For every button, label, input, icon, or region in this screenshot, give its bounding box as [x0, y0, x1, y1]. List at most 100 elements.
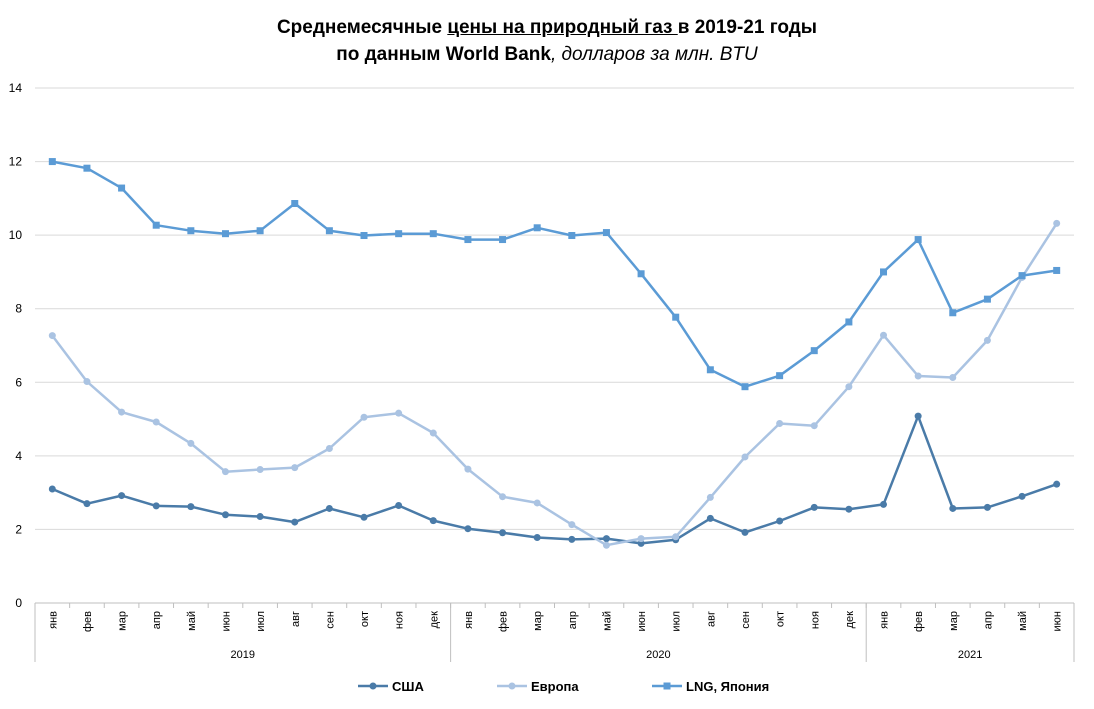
chart-title-line1: Среднемесячные цены на природный газ в 2… [276, 17, 818, 38]
x-category-label: май [186, 611, 198, 631]
series-line [52, 160, 1057, 388]
data-point [187, 503, 195, 511]
x-category-label: фев [913, 611, 925, 632]
data-point [1053, 219, 1061, 227]
x-category-label: янв [47, 611, 59, 629]
x-category-label: фев [82, 611, 94, 632]
data-point [360, 513, 368, 521]
data-point [48, 332, 56, 340]
data-point [291, 464, 299, 472]
data-point [360, 232, 368, 240]
x-category-label: июн [1052, 611, 1064, 631]
legend-label: Европа [531, 679, 579, 694]
data-point [983, 295, 991, 303]
data-point [360, 413, 368, 421]
year-label: 2020 [646, 649, 670, 661]
data-point [256, 227, 264, 235]
data-point [291, 200, 299, 208]
x-axis: янв фев мар апр май июн июл авг сен окт ноя дек янв ф… [34, 602, 1075, 662]
x-category-label: авг [290, 611, 302, 627]
data-point [83, 500, 91, 508]
data-point [602, 541, 610, 549]
data-point [983, 503, 991, 511]
data-point [499, 236, 507, 244]
data-point [464, 525, 472, 533]
y-tick-label: 6 [15, 375, 22, 389]
data-point [568, 521, 576, 529]
x-category-label: сен [324, 611, 336, 629]
data-point [845, 318, 853, 326]
x-category-label: янв [463, 611, 475, 629]
data-point [776, 419, 784, 427]
y-tick-label: 4 [15, 449, 22, 463]
data-point [706, 493, 714, 501]
x-category-label: июн [220, 611, 232, 631]
data-point [118, 408, 126, 416]
x-category-label: окт [359, 611, 371, 627]
data-point [464, 236, 472, 244]
data-point [256, 513, 264, 521]
y-tick-label: 12 [9, 155, 23, 169]
data-point [637, 539, 645, 547]
y-tick-label: 0 [15, 596, 22, 610]
legend-label: LNG, Япония [686, 679, 769, 694]
data-point [464, 465, 472, 473]
data-point [533, 499, 541, 507]
x-category-label: мар [117, 611, 129, 631]
legend-marker [663, 682, 671, 690]
data-point [325, 445, 333, 452]
data-point [880, 268, 888, 276]
data-point [48, 485, 56, 493]
x-category-label: ноя [394, 611, 406, 629]
data-point [187, 439, 195, 447]
y-axis: 0 2 4 6 8 10 12 14 [9, 81, 23, 610]
data-point [325, 227, 333, 235]
x-category-label: июл [671, 611, 683, 632]
x-category-label: апр [151, 611, 163, 629]
data-point [880, 500, 888, 508]
data-point [395, 230, 403, 238]
data-point [533, 224, 541, 232]
chart-title-line2: по данным World Bank, долларов за млн. B… [336, 44, 758, 65]
data-point [949, 374, 957, 382]
data-point [533, 534, 541, 542]
gridlines [35, 87, 1074, 530]
data-point [949, 309, 957, 317]
series-1 [48, 219, 1061, 549]
x-category-label: ноя [809, 611, 821, 629]
data-point [914, 372, 922, 380]
data-point [741, 453, 749, 461]
data-point [152, 221, 160, 229]
data-point [949, 504, 957, 512]
data-point [325, 504, 333, 512]
data-point [83, 378, 91, 386]
data-point [741, 383, 749, 391]
data-point [672, 313, 680, 321]
data-point [221, 511, 229, 519]
x-category-label: янв [879, 611, 891, 629]
data-point [672, 533, 680, 541]
data-point [1053, 480, 1061, 488]
data-point [706, 366, 714, 374]
legend-entry: Европа [497, 679, 579, 694]
data-point [395, 409, 403, 417]
series-line [51, 222, 1058, 547]
y-tick-label: 10 [9, 228, 23, 242]
data-point [1018, 272, 1026, 280]
data-point [706, 514, 714, 522]
data-point [499, 529, 507, 537]
x-category-label: июл [255, 611, 267, 632]
x-category-label: апр [982, 611, 994, 629]
x-category-label: окт [775, 611, 787, 627]
data-point [637, 535, 645, 543]
x-category-label: мар [948, 611, 960, 631]
legend-entry: США [358, 679, 424, 694]
legend-entry: LNG, Япония [652, 679, 769, 694]
data-point [83, 164, 91, 172]
data-point [914, 412, 922, 420]
legend-marker [508, 682, 516, 690]
y-tick-label: 14 [9, 81, 23, 95]
data-point [845, 505, 853, 513]
data-point [810, 347, 818, 355]
